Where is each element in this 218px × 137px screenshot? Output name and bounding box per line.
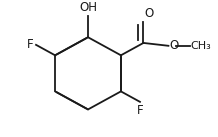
Text: O: O (145, 7, 154, 20)
Text: F: F (137, 104, 143, 117)
Text: O: O (169, 39, 179, 52)
Text: CH₃: CH₃ (191, 41, 211, 51)
Text: F: F (26, 38, 33, 51)
Text: OH: OH (79, 2, 97, 14)
